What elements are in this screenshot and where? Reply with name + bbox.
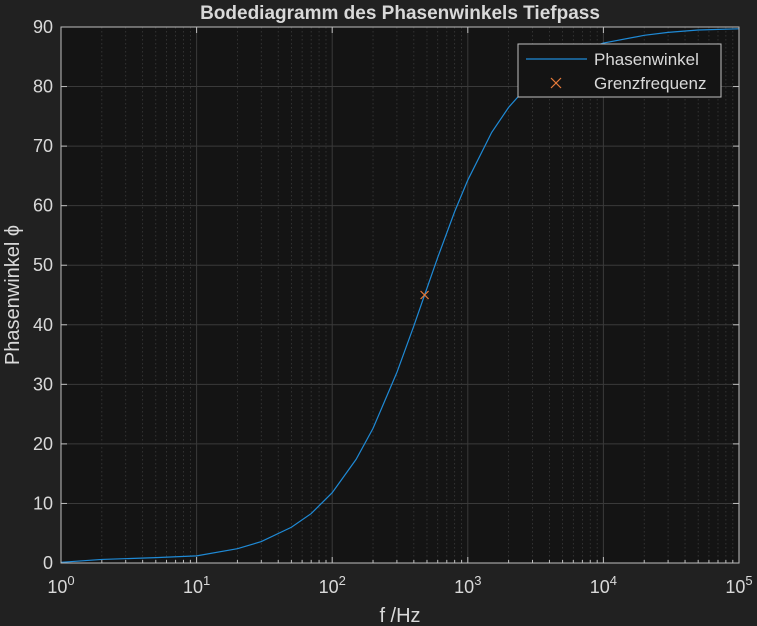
x-tick-label: 105	[725, 573, 752, 597]
tick-marks	[60, 26, 740, 564]
x-tick-label: 101	[183, 573, 210, 597]
y-tick-label: 50	[33, 255, 53, 275]
y-tick-label: 40	[33, 315, 53, 335]
x-tick-labels: 100 101 102 103 104 105	[47, 573, 752, 597]
x-tick-label: 103	[454, 573, 481, 597]
minor-grid	[101, 27, 734, 563]
major-grid	[61, 27, 739, 563]
marker-x-stroke	[420, 290, 430, 300]
legend: Phasenwinkel Grenzfrequenz	[517, 43, 722, 98]
y-tick-label: 90	[33, 17, 53, 37]
grenzfrequenz-marker	[420, 290, 430, 300]
legend-marker-x-swatch	[550, 77, 562, 89]
axes-frame	[60, 26, 740, 564]
x-tick-label: 102	[319, 573, 346, 597]
x-tick-label: 100	[47, 573, 74, 597]
y-tick-label: 80	[33, 77, 53, 97]
y-tick-label: 30	[33, 374, 53, 394]
y-axis-label: Phasenwinkel ϕ	[2, 225, 24, 365]
legend-label-grenzfrequenz: Grenzfrequenz	[594, 74, 706, 93]
y-tick-label: 10	[33, 493, 53, 513]
y-tick-label: 0	[43, 553, 53, 573]
y-tick-label: 70	[33, 136, 53, 156]
y-tick-labels: 0 10 20 30 40 50 60 70 80 90	[33, 17, 53, 573]
x-tick-label: 104	[590, 573, 617, 597]
chart-title: Bodediagramm des Phasenwinkels Tiefpass	[200, 3, 600, 24]
legend-label-phasenwinkel: Phasenwinkel	[594, 50, 699, 69]
y-tick-label: 60	[33, 196, 53, 216]
axes-background	[61, 27, 739, 563]
legend-box	[517, 43, 722, 98]
y-tick-label: 20	[33, 434, 53, 454]
x-axis-label: f /Hz	[379, 605, 420, 626]
